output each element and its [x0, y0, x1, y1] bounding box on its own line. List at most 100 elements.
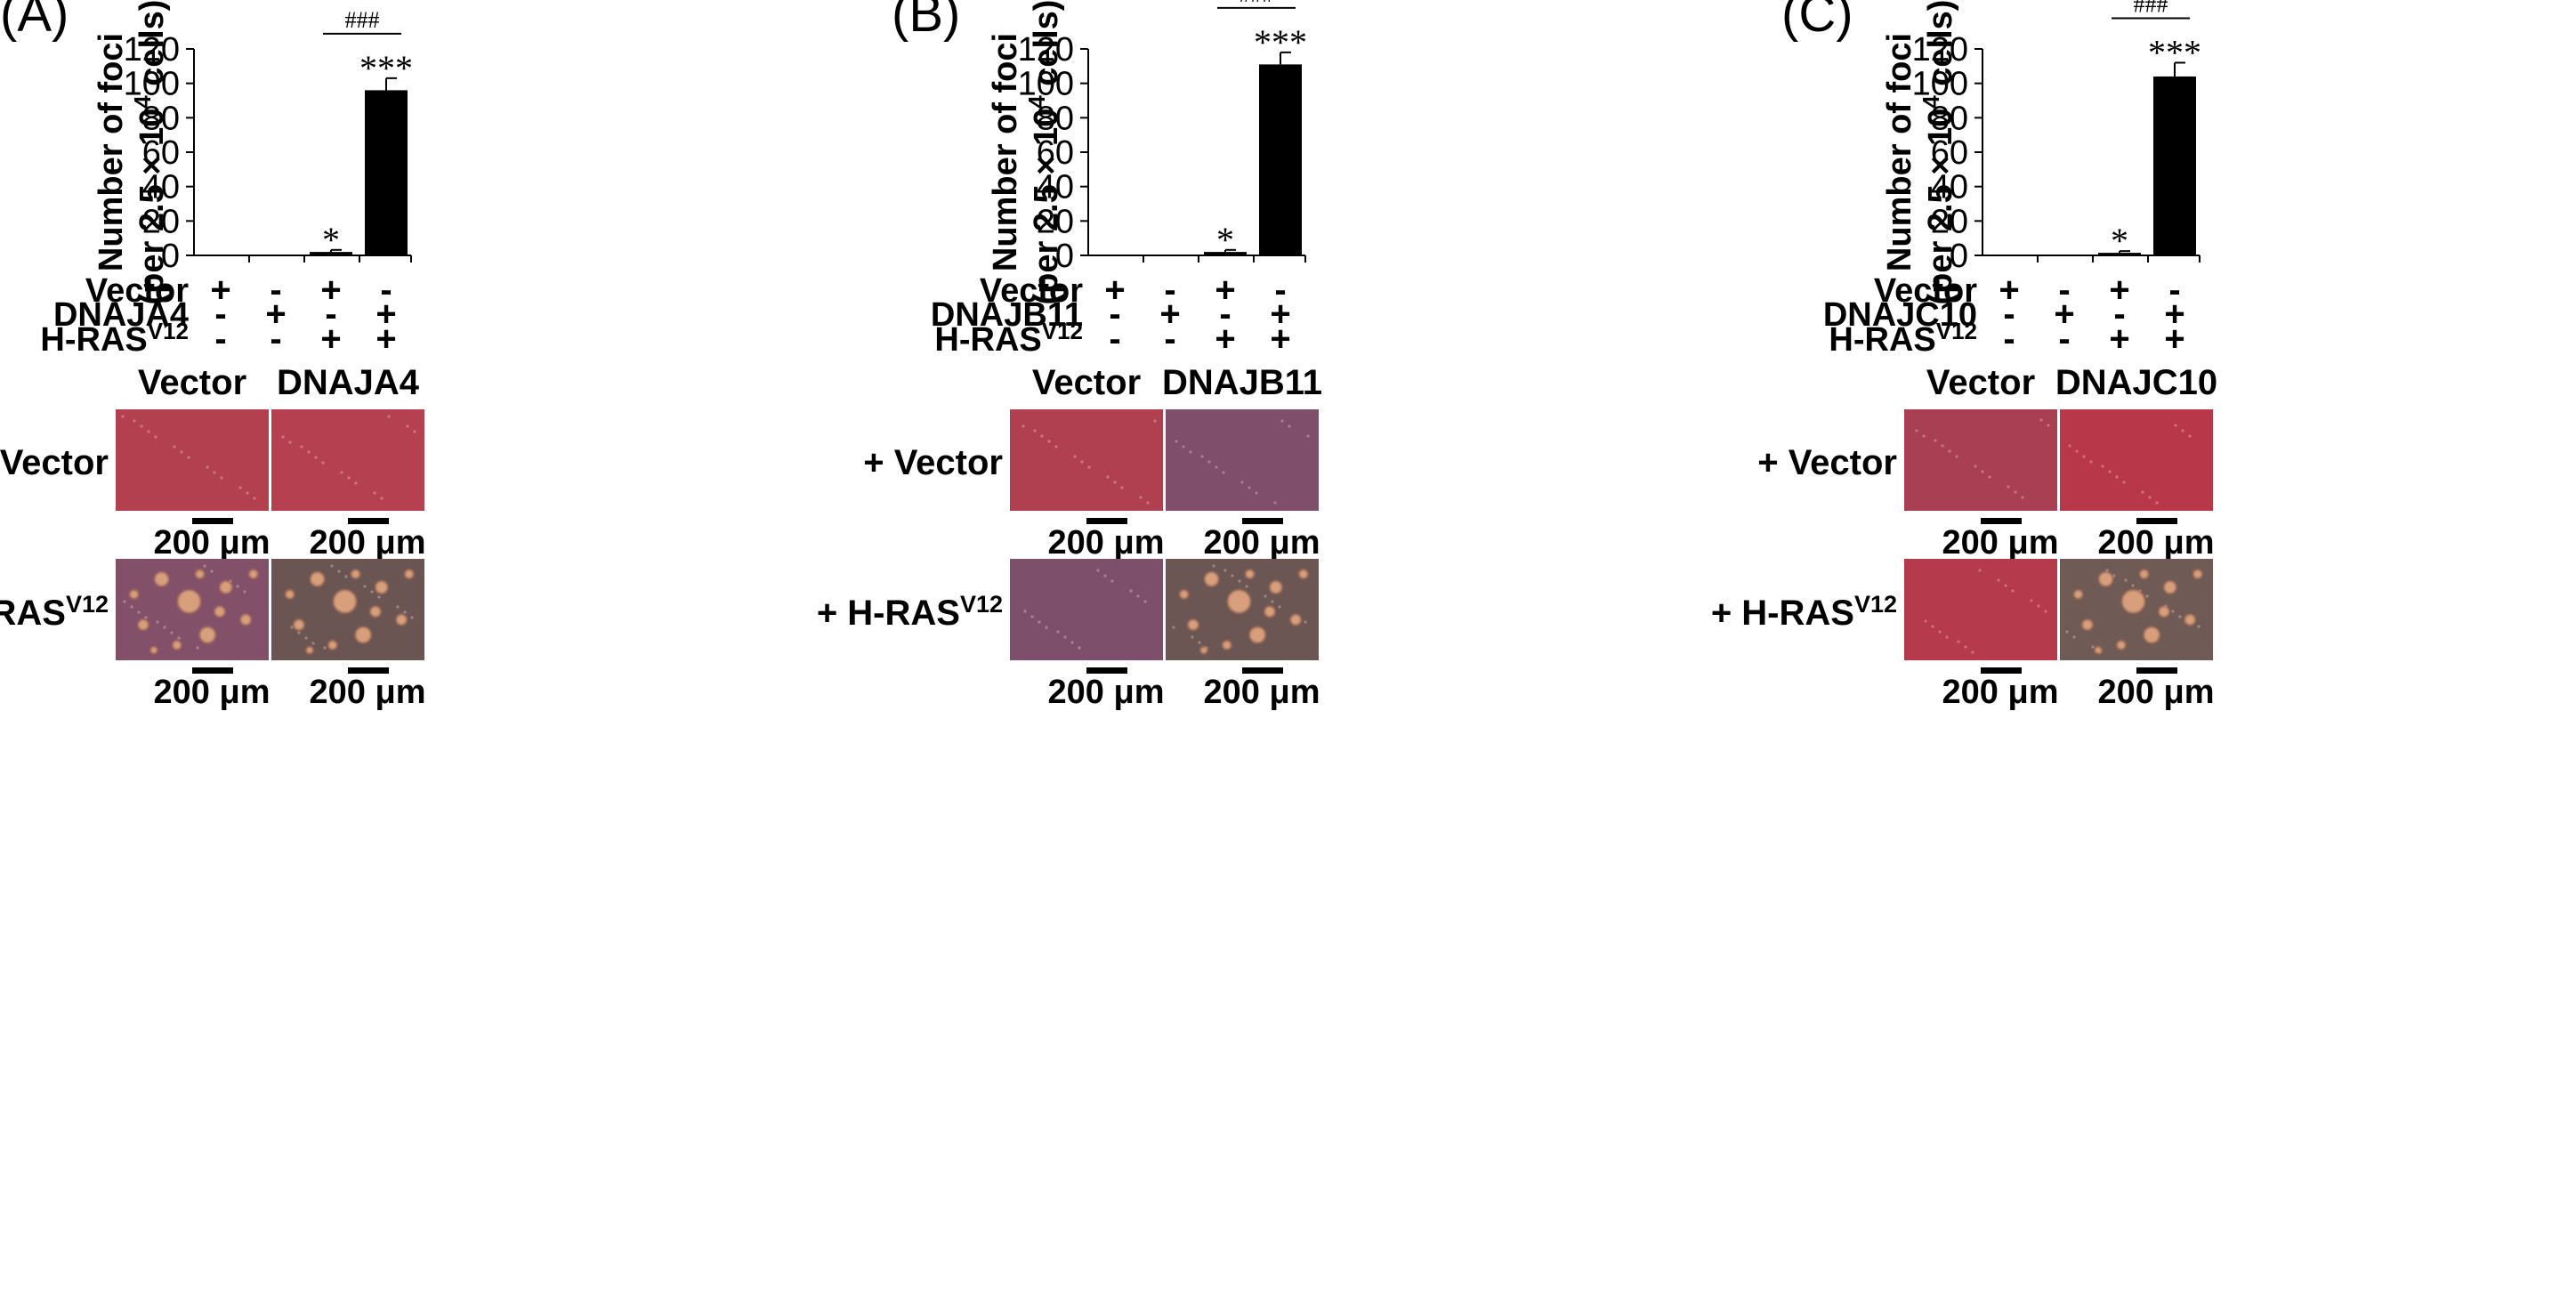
micrograph-speck — [1255, 491, 1258, 495]
micrograph-speck — [1223, 569, 1227, 572]
micrograph-speck — [321, 461, 325, 465]
micrograph-speck — [1238, 579, 1241, 583]
micrograph-speck — [1264, 594, 1267, 598]
micrograph-speck — [1172, 626, 1175, 629]
y-tick-label: 60 — [1037, 134, 1074, 172]
significance-marker: * — [2111, 221, 2128, 261]
micrograph-speck — [238, 486, 242, 489]
focus-colony — [129, 589, 140, 600]
condition-label: H-RASV12 — [1829, 318, 1977, 359]
panel-letter: (B) — [892, 0, 960, 43]
y-tick-label: 100 — [1912, 66, 1968, 103]
micrograph-image — [2060, 409, 2213, 511]
condition-sign: - — [380, 271, 392, 310]
micrograph-speck — [2044, 610, 2047, 613]
micrograph-speck — [1191, 635, 1194, 639]
micrograph-image — [1010, 559, 1163, 660]
significance-marker: *** — [359, 48, 413, 88]
focus-colony — [285, 589, 295, 600]
micrograph-speck — [1222, 471, 1225, 474]
micrograph-speck — [1070, 641, 1074, 644]
y-axis-label-text: cells) — [1922, 0, 1959, 95]
focus-colony — [310, 571, 326, 587]
micrograph-speck — [2007, 485, 2010, 489]
micrograph-speck — [311, 642, 315, 645]
y-tick-label: 80 — [1931, 100, 1968, 137]
micrograph-panel: Vector DNAJC10 + Vector + H-RASV12 200 μm 200… — [1711, 363, 2217, 711]
micrograph-image — [116, 409, 269, 511]
micrograph-speck — [1240, 481, 1244, 484]
micrograph-speck — [2174, 424, 2177, 427]
micrograph-panel: Vector DNAJB11 + Vector + H-RASV12 200 μm 200… — [817, 363, 1322, 711]
micrograph-speck — [297, 631, 301, 634]
scale-bar — [1242, 518, 1283, 524]
micrograph-speck — [1988, 475, 1991, 479]
micrograph-row-label: + H-RASV12 — [0, 591, 109, 633]
micrograph-speck — [340, 471, 343, 474]
micrograph-speck — [1288, 424, 1291, 428]
significance-marker: * — [1216, 220, 1234, 260]
micrograph-speck — [1924, 619, 1927, 623]
y-tick-label: 0 — [1055, 238, 1074, 275]
condition-label: H-RASV12 — [40, 318, 189, 359]
focus-colony — [137, 618, 149, 631]
micrograph-speck — [413, 430, 416, 433]
micrograph-speck — [307, 450, 311, 454]
micrograph-speck — [2105, 569, 2109, 572]
chart-panel: 020406080100120****###Vector+-+-DNAJB11-… — [931, 0, 1307, 359]
micrograph-speck — [1078, 646, 1081, 650]
micrograph-speck — [281, 435, 285, 439]
micrograph-speck — [187, 456, 190, 459]
micrograph-speck — [2021, 496, 2024, 499]
condition-sign: + — [1159, 295, 1180, 334]
micrograph-speck — [1212, 564, 1215, 568]
focus-colony — [2098, 571, 2114, 587]
y-axis-label-text: cells) — [1028, 0, 1065, 95]
micrograph-speck — [2112, 574, 2116, 578]
focus-colony — [1179, 589, 1190, 600]
comparison-marker: ### — [345, 7, 380, 33]
micrograph-speck — [1030, 615, 1034, 618]
condition-sign: + — [1270, 319, 1290, 359]
micrograph-column-header: DNAJA4 — [277, 363, 420, 402]
focus-colony — [1264, 605, 1276, 618]
micrograph-column-header: Vector — [1032, 363, 1141, 402]
condition-label-text: Vector — [1874, 272, 1977, 310]
micrograph-speck — [1938, 630, 1942, 634]
micrograph-speck — [1245, 585, 1248, 588]
focus-colony — [2139, 569, 2150, 579]
focus-colony — [176, 589, 202, 614]
condition-sign: - — [1219, 295, 1231, 334]
condition-label-text: H-RAS — [934, 321, 1041, 359]
micrograph-speck — [2004, 584, 2007, 587]
focus-colony — [2163, 580, 2177, 594]
condition-sign: + — [1215, 319, 1235, 359]
micrograph-speck — [1045, 626, 1048, 629]
micrograph-speck — [1278, 605, 1281, 609]
micrograph-speck — [337, 570, 341, 573]
micrograph-row-label: + Vector — [1757, 443, 1897, 482]
condition-sign: + — [2109, 271, 2129, 310]
micrograph-speck — [1248, 486, 1251, 489]
condition-sign: - — [1274, 271, 1286, 310]
scale-bar-label: 200 μm — [310, 674, 426, 711]
micrograph-speck — [373, 491, 376, 495]
focus-colony — [2143, 626, 2160, 644]
y-tick-label: 20 — [1931, 203, 1968, 240]
condition-sign: + — [1270, 295, 1290, 334]
focus-colony — [219, 580, 233, 594]
scale-bar-label: 200 μm — [154, 674, 271, 711]
scale-bar — [192, 667, 233, 674]
condition-sign: + — [2164, 319, 2184, 359]
micrograph-speck — [2197, 625, 2201, 628]
y-axis-label-text: (per 2.5 × 10 — [1028, 109, 1065, 305]
micrograph-speck — [1143, 600, 1147, 603]
micrograph-speck — [387, 415, 391, 418]
micrograph-speck — [177, 636, 181, 640]
condition-label-text: DNAJC10 — [1823, 296, 1977, 334]
micrograph-speck — [213, 471, 216, 474]
micrograph-speck — [1063, 635, 1067, 639]
condition-label: Vector — [85, 272, 189, 310]
